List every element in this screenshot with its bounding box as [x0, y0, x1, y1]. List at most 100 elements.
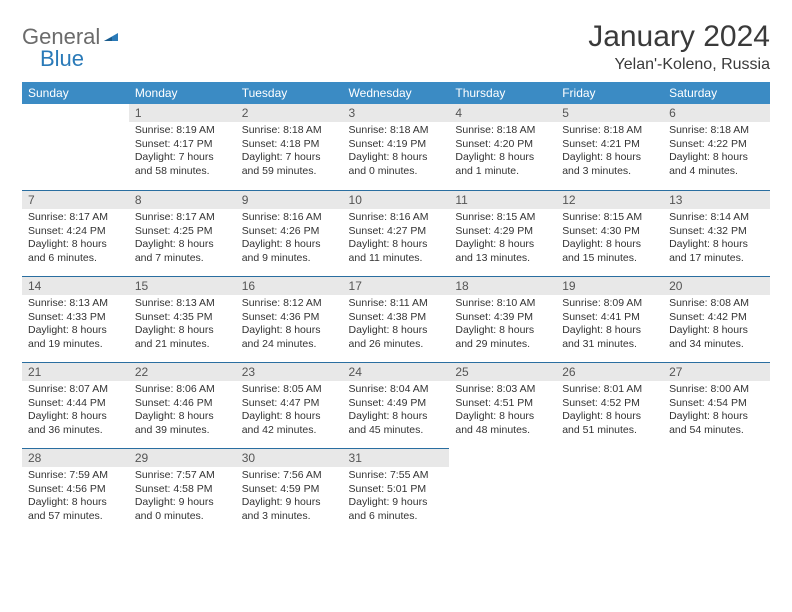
- calendar-cell: 27Sunrise: 8:00 AMSunset: 4:54 PMDayligh…: [663, 362, 770, 448]
- day-details: Sunrise: 8:13 AMSunset: 4:33 PMDaylight:…: [22, 295, 129, 354]
- weekday-header: Wednesday: [343, 82, 450, 104]
- day-details: Sunrise: 8:01 AMSunset: 4:52 PMDaylight:…: [556, 381, 663, 440]
- day-details: Sunrise: 8:18 AMSunset: 4:18 PMDaylight:…: [236, 122, 343, 181]
- day-details: Sunrise: 8:18 AMSunset: 4:21 PMDaylight:…: [556, 122, 663, 181]
- calendar-row: 7Sunrise: 8:17 AMSunset: 4:24 PMDaylight…: [22, 190, 770, 276]
- day-details: Sunrise: 8:17 AMSunset: 4:24 PMDaylight:…: [22, 209, 129, 268]
- calendar-row: 14Sunrise: 8:13 AMSunset: 4:33 PMDayligh…: [22, 276, 770, 362]
- day-number: 21: [22, 363, 129, 381]
- calendar-cell: 21Sunrise: 8:07 AMSunset: 4:44 PMDayligh…: [22, 362, 129, 448]
- day-number: 5: [556, 104, 663, 122]
- day-details: Sunrise: 8:06 AMSunset: 4:46 PMDaylight:…: [129, 381, 236, 440]
- day-details: Sunrise: 8:14 AMSunset: 4:32 PMDaylight:…: [663, 209, 770, 268]
- calendar-cell: 23Sunrise: 8:05 AMSunset: 4:47 PMDayligh…: [236, 362, 343, 448]
- calendar-cell: 16Sunrise: 8:12 AMSunset: 4:36 PMDayligh…: [236, 276, 343, 362]
- day-number: 6: [663, 104, 770, 122]
- weekday-header: Tuesday: [236, 82, 343, 104]
- day-details: Sunrise: 8:05 AMSunset: 4:47 PMDaylight:…: [236, 381, 343, 440]
- page-header: General January 2024 Yelan'-Koleno, Russ…: [22, 20, 770, 74]
- day-details: Sunrise: 8:04 AMSunset: 4:49 PMDaylight:…: [343, 381, 450, 440]
- day-number: 10: [343, 191, 450, 209]
- day-details: Sunrise: 7:59 AMSunset: 4:56 PMDaylight:…: [22, 467, 129, 526]
- calendar-cell: 26Sunrise: 8:01 AMSunset: 4:52 PMDayligh…: [556, 362, 663, 448]
- calendar-cell: 3Sunrise: 8:18 AMSunset: 4:19 PMDaylight…: [343, 104, 450, 190]
- day-details: Sunrise: 7:55 AMSunset: 5:01 PMDaylight:…: [343, 467, 450, 526]
- calendar-cell: 8Sunrise: 8:17 AMSunset: 4:25 PMDaylight…: [129, 190, 236, 276]
- day-number: 26: [556, 363, 663, 381]
- day-number: 13: [663, 191, 770, 209]
- day-details: Sunrise: 8:12 AMSunset: 4:36 PMDaylight:…: [236, 295, 343, 354]
- calendar-cell: 7Sunrise: 8:17 AMSunset: 4:24 PMDaylight…: [22, 190, 129, 276]
- location-text: Yelan'-Koleno, Russia: [588, 56, 770, 74]
- day-details: Sunrise: 8:11 AMSunset: 4:38 PMDaylight:…: [343, 295, 450, 354]
- calendar-cell: 15Sunrise: 8:13 AMSunset: 4:35 PMDayligh…: [129, 276, 236, 362]
- day-number: 15: [129, 277, 236, 295]
- day-number: 12: [556, 191, 663, 209]
- day-number: 9: [236, 191, 343, 209]
- calendar-cell: 11Sunrise: 8:15 AMSunset: 4:29 PMDayligh…: [449, 190, 556, 276]
- day-details: Sunrise: 8:15 AMSunset: 4:29 PMDaylight:…: [449, 209, 556, 268]
- day-details: Sunrise: 8:16 AMSunset: 4:26 PMDaylight:…: [236, 209, 343, 268]
- day-details: Sunrise: 8:00 AMSunset: 4:54 PMDaylight:…: [663, 381, 770, 440]
- calendar-cell: 18Sunrise: 8:10 AMSunset: 4:39 PMDayligh…: [449, 276, 556, 362]
- day-details: Sunrise: 8:18 AMSunset: 4:19 PMDaylight:…: [343, 122, 450, 181]
- day-number: 8: [129, 191, 236, 209]
- weekday-header: Sunday: [22, 82, 129, 104]
- calendar-cell: 9Sunrise: 8:16 AMSunset: 4:26 PMDaylight…: [236, 190, 343, 276]
- day-number: 20: [663, 277, 770, 295]
- calendar-cell: 22Sunrise: 8:06 AMSunset: 4:46 PMDayligh…: [129, 362, 236, 448]
- calendar-cell: [449, 448, 556, 534]
- day-number: 31: [343, 449, 450, 467]
- calendar-cell: [556, 448, 663, 534]
- day-details: Sunrise: 8:07 AMSunset: 4:44 PMDaylight:…: [22, 381, 129, 440]
- calendar-cell: 1Sunrise: 8:19 AMSunset: 4:17 PMDaylight…: [129, 104, 236, 190]
- weekday-header-row: Sunday Monday Tuesday Wednesday Thursday…: [22, 82, 770, 104]
- weekday-header: Friday: [556, 82, 663, 104]
- day-number: 25: [449, 363, 556, 381]
- calendar-cell: 25Sunrise: 8:03 AMSunset: 4:51 PMDayligh…: [449, 362, 556, 448]
- day-details: Sunrise: 8:08 AMSunset: 4:42 PMDaylight:…: [663, 295, 770, 354]
- day-details: Sunrise: 8:10 AMSunset: 4:39 PMDaylight:…: [449, 295, 556, 354]
- calendar-cell: 17Sunrise: 8:11 AMSunset: 4:38 PMDayligh…: [343, 276, 450, 362]
- calendar-row: 1Sunrise: 8:19 AMSunset: 4:17 PMDaylight…: [22, 104, 770, 190]
- calendar-cell: 28Sunrise: 7:59 AMSunset: 4:56 PMDayligh…: [22, 448, 129, 534]
- weekday-header: Monday: [129, 82, 236, 104]
- calendar-cell: 20Sunrise: 8:08 AMSunset: 4:42 PMDayligh…: [663, 276, 770, 362]
- calendar-body: 1Sunrise: 8:19 AMSunset: 4:17 PMDaylight…: [22, 104, 770, 534]
- day-number: 4: [449, 104, 556, 122]
- flag-icon: [102, 26, 122, 49]
- day-number: 7: [22, 191, 129, 209]
- title-block: January 2024 Yelan'-Koleno, Russia: [588, 20, 770, 74]
- day-number: 18: [449, 277, 556, 295]
- day-number: 19: [556, 277, 663, 295]
- day-details: Sunrise: 8:18 AMSunset: 4:20 PMDaylight:…: [449, 122, 556, 181]
- day-number: 30: [236, 449, 343, 467]
- day-details: Sunrise: 7:57 AMSunset: 4:58 PMDaylight:…: [129, 467, 236, 526]
- day-details: Sunrise: 8:17 AMSunset: 4:25 PMDaylight:…: [129, 209, 236, 268]
- day-details: Sunrise: 8:16 AMSunset: 4:27 PMDaylight:…: [343, 209, 450, 268]
- month-title: January 2024: [588, 20, 770, 54]
- day-details: Sunrise: 8:15 AMSunset: 4:30 PMDaylight:…: [556, 209, 663, 268]
- calendar-cell: [663, 448, 770, 534]
- day-number: 28: [22, 449, 129, 467]
- day-details: Sunrise: 8:19 AMSunset: 4:17 PMDaylight:…: [129, 122, 236, 181]
- calendar-page: General January 2024 Yelan'-Koleno, Russ…: [0, 0, 792, 612]
- day-details: Sunrise: 7:56 AMSunset: 4:59 PMDaylight:…: [236, 467, 343, 526]
- day-number: 1: [129, 104, 236, 122]
- calendar-cell: 13Sunrise: 8:14 AMSunset: 4:32 PMDayligh…: [663, 190, 770, 276]
- logo-text-2: Blue: [40, 46, 84, 72]
- day-number: 3: [343, 104, 450, 122]
- day-details: Sunrise: 8:09 AMSunset: 4:41 PMDaylight:…: [556, 295, 663, 354]
- calendar-cell: 4Sunrise: 8:18 AMSunset: 4:20 PMDaylight…: [449, 104, 556, 190]
- calendar-row: 28Sunrise: 7:59 AMSunset: 4:56 PMDayligh…: [22, 448, 770, 534]
- calendar-cell: 19Sunrise: 8:09 AMSunset: 4:41 PMDayligh…: [556, 276, 663, 362]
- calendar-cell: 31Sunrise: 7:55 AMSunset: 5:01 PMDayligh…: [343, 448, 450, 534]
- day-details: Sunrise: 8:03 AMSunset: 4:51 PMDaylight:…: [449, 381, 556, 440]
- day-number: 16: [236, 277, 343, 295]
- calendar-cell: 5Sunrise: 8:18 AMSunset: 4:21 PMDaylight…: [556, 104, 663, 190]
- day-number: 29: [129, 449, 236, 467]
- day-number: 14: [22, 277, 129, 295]
- calendar-cell: 10Sunrise: 8:16 AMSunset: 4:27 PMDayligh…: [343, 190, 450, 276]
- day-number: 24: [343, 363, 450, 381]
- calendar-cell: 24Sunrise: 8:04 AMSunset: 4:49 PMDayligh…: [343, 362, 450, 448]
